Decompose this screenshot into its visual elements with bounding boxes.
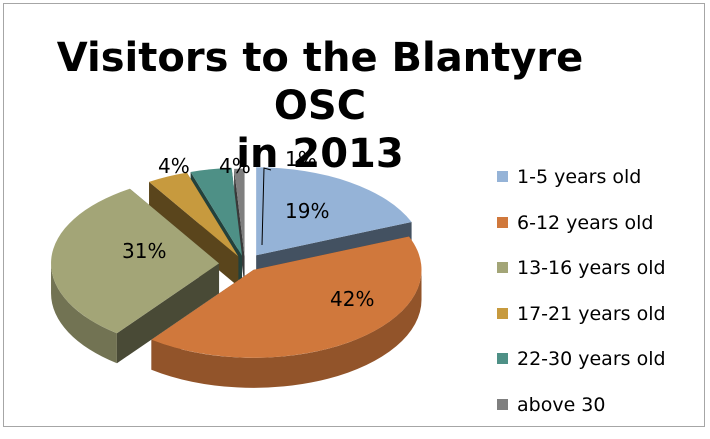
slice-rim <box>151 269 422 388</box>
slice-wall <box>149 181 239 287</box>
legend-label: 13-16 years old <box>517 257 666 279</box>
pie-slice-2 <box>151 236 422 388</box>
slice-rim <box>51 263 117 364</box>
legend-swatch <box>497 398 508 410</box>
slice-top <box>51 188 220 334</box>
legend-swatch <box>497 262 508 273</box>
legend-label: 6-12 years old <box>517 211 654 234</box>
data-label-4: 4% <box>158 154 190 178</box>
slice-top <box>151 236 422 358</box>
slice-wall <box>116 263 220 364</box>
slice-top <box>256 167 412 256</box>
legend-swatch <box>497 171 508 182</box>
legend-label: 1-5 years old <box>517 166 642 188</box>
legend-label: 22-30 years old <box>517 348 666 370</box>
slice-top <box>190 167 243 256</box>
data-label-2: 42% <box>330 287 374 311</box>
legend-label: 17-21 years old <box>517 302 666 325</box>
legend-swatch <box>497 353 508 364</box>
slice-top <box>234 168 245 257</box>
pie-slice-3 <box>51 188 220 364</box>
data-label-1: 19% <box>285 199 329 223</box>
slice-top <box>149 172 239 257</box>
legend-label: above 30 <box>517 393 606 416</box>
data-label-6: 1% <box>285 147 317 171</box>
legend-swatch <box>497 307 508 319</box>
data-label-5: 4% <box>219 154 251 178</box>
pie-chart: 19% 42% 31% 4% 4% 1% <box>51 147 422 388</box>
legend-swatch <box>497 216 508 228</box>
pie-slice-4 <box>149 172 239 287</box>
chart-title-line-1: Visitors to the Blantyre OSC <box>56 35 584 129</box>
data-label-3: 31% <box>122 239 166 263</box>
leader-line <box>261 167 272 246</box>
